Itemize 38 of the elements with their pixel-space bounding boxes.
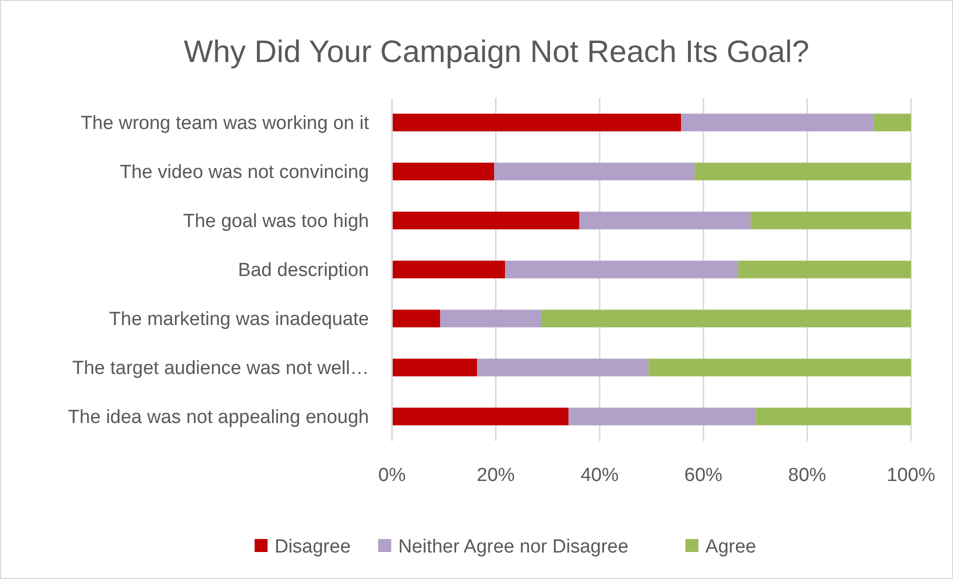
bar xyxy=(440,310,542,328)
bar xyxy=(681,114,874,132)
bar xyxy=(874,114,911,132)
bar xyxy=(568,408,756,426)
x-tick-label: 20% xyxy=(476,465,515,486)
bar xyxy=(392,162,494,180)
bar xyxy=(392,212,580,230)
bar xyxy=(392,310,440,328)
bar xyxy=(505,260,738,278)
bar xyxy=(579,212,751,230)
x-tick-label: 100% xyxy=(886,465,936,486)
x-tick-label: 60% xyxy=(684,465,723,486)
bar xyxy=(392,408,568,426)
bar xyxy=(392,358,478,376)
y-tick-label: Bad description xyxy=(238,260,369,282)
y-tick-label: The video was not convincing xyxy=(120,162,369,184)
x-tick-label: 80% xyxy=(788,465,826,486)
y-tick-label: The marketing was inadequate xyxy=(109,309,369,330)
legend-label: Agree xyxy=(705,536,756,558)
legend-label: Neither Agree nor Disagree xyxy=(398,536,628,558)
bar xyxy=(750,212,911,230)
bar xyxy=(392,114,682,132)
bar xyxy=(738,260,911,278)
x-tick-label: 40% xyxy=(580,465,619,486)
legend-label: Disagree xyxy=(274,536,351,558)
y-tick-label: The target audience was not well… xyxy=(72,358,369,380)
chart-title: Why Did Your Campaign Not Reach Its Goal? xyxy=(184,34,810,69)
x-tick-label: 0% xyxy=(378,465,406,486)
y-tick-label: The goal was too high xyxy=(183,211,369,232)
bar xyxy=(392,260,506,278)
bar xyxy=(648,358,911,376)
bar xyxy=(756,408,911,426)
y-tick-label: The wrong team was working on it xyxy=(80,113,370,134)
bar xyxy=(477,358,648,376)
y-tick-label: The idea was not appealing enough xyxy=(68,407,369,428)
bar xyxy=(494,162,695,180)
bar xyxy=(541,310,911,328)
bar xyxy=(694,162,911,180)
